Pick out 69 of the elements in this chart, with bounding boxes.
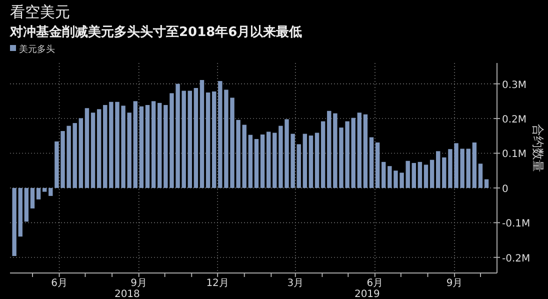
bar — [424, 164, 428, 188]
x-tick-label: 3月 — [287, 278, 304, 289]
bar — [206, 92, 210, 188]
y-tick-label: 0.1M — [502, 149, 527, 160]
bar — [363, 114, 368, 188]
bar — [212, 91, 216, 188]
legend-label: 美元多头 — [19, 44, 55, 55]
bar — [78, 118, 84, 188]
bar — [90, 112, 96, 188]
bar — [266, 132, 271, 188]
bar — [375, 142, 380, 188]
x-tick-label: 6月 — [366, 278, 384, 289]
bar — [139, 106, 144, 188]
bar — [48, 188, 53, 196]
bar — [96, 109, 102, 188]
bar — [151, 101, 156, 188]
bar — [327, 110, 332, 188]
bar — [242, 124, 246, 188]
y-axis-title: 合约数量 — [531, 124, 545, 172]
x-tick-label: 12月 — [206, 278, 229, 289]
bar — [248, 134, 253, 188]
bar — [18, 188, 22, 237]
bar — [308, 136, 314, 188]
bar — [369, 137, 374, 188]
bar — [314, 132, 320, 188]
bar — [418, 162, 422, 188]
y-tick-label: 0.2M — [502, 114, 527, 126]
bar — [72, 123, 77, 188]
bar — [84, 108, 90, 188]
y-tick-label: 0.3M — [502, 80, 527, 91]
bar — [272, 132, 277, 188]
bar — [382, 162, 386, 188]
bar — [145, 105, 150, 188]
bar — [430, 160, 434, 188]
bar — [478, 164, 483, 188]
x-tick-label: 9月 — [130, 278, 148, 289]
bar — [466, 148, 470, 188]
x-tick-label: 6月 — [51, 278, 68, 289]
bar — [103, 105, 108, 188]
bar — [30, 188, 35, 208]
x-tick-label: 9月 — [446, 278, 463, 289]
bar — [12, 188, 16, 256]
y-tick-label: -0.2M — [502, 253, 530, 264]
bar — [412, 162, 416, 188]
bar — [24, 188, 29, 222]
y-tick-label: 0 — [502, 184, 508, 195]
bar — [42, 188, 47, 192]
bar — [158, 102, 162, 188]
bar — [484, 179, 489, 188]
bar — [357, 112, 362, 188]
bar — [36, 188, 41, 200]
bar — [200, 80, 204, 188]
bar — [436, 151, 440, 188]
bar — [127, 112, 132, 188]
bar — [296, 144, 301, 188]
bar — [302, 134, 308, 188]
bar — [351, 118, 356, 188]
chart-subtitle: 对冲基金削减美元多头头寸至2018年6月以来最低 — [9, 24, 302, 40]
bar — [472, 142, 477, 188]
bar — [194, 88, 198, 188]
bar — [260, 134, 265, 188]
bar — [133, 101, 138, 188]
text: 2018 — [114, 289, 140, 299]
bar — [320, 121, 326, 188]
bar — [254, 139, 259, 188]
y-tick-label: -0.1M — [502, 218, 530, 230]
chart-title: 看空美元 — [10, 3, 70, 21]
text: 2019 — [354, 289, 380, 299]
bar — [188, 90, 192, 188]
